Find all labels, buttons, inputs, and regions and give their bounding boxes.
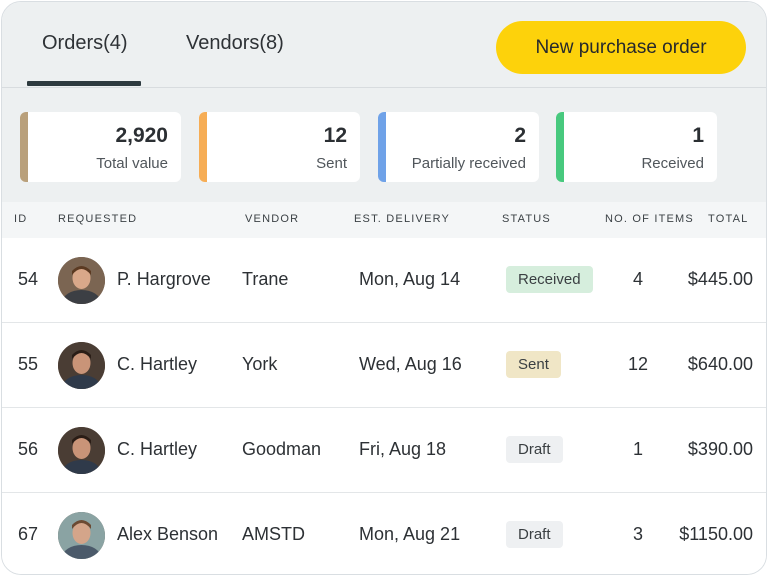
- requester-name: Alex Benson: [117, 524, 219, 544]
- stats-area: 2,920 Total value 12 Sent 2 Partially re…: [2, 88, 766, 202]
- table-header: ID REQUESTED VENDOR EST. DELIVERY STATUS…: [2, 202, 766, 238]
- user-avatar-icon: [58, 342, 105, 389]
- user-avatar-icon: [58, 257, 105, 304]
- tab-vendors[interactable]: Vendors(8): [186, 32, 284, 54]
- order-total: $445.00: [687, 269, 753, 289]
- vendor-name: Goodman: [242, 439, 322, 459]
- vendor-name: AMSTD: [242, 524, 305, 544]
- user-avatar-icon: [58, 512, 105, 559]
- status-badge: Sent: [506, 351, 561, 378]
- order-total: $640.00: [687, 354, 753, 374]
- active-tab-indicator: [27, 81, 141, 86]
- estimated-delivery: Wed, Aug 16: [359, 354, 462, 374]
- item-count: 1: [632, 439, 643, 459]
- stat-accent-bar: [199, 112, 207, 182]
- column-header-vendor[interactable]: VENDOR: [245, 213, 300, 225]
- item-count: 12: [627, 354, 649, 374]
- stat-sent: 12 Sent: [199, 112, 360, 182]
- column-header-requested[interactable]: REQUESTED: [58, 213, 138, 225]
- stat-partially-received: 2 Partially received: [378, 112, 539, 182]
- tab-orders[interactable]: Orders(4): [42, 32, 128, 54]
- order-id: 56: [18, 439, 39, 459]
- stat-label: Partially received: [411, 155, 526, 172]
- stat-accent-bar: [378, 112, 386, 182]
- header-bar: Orders(4) Vendors(8) New purchase order: [2, 2, 766, 88]
- requester-name: C. Hartley: [117, 439, 198, 459]
- requester-name: C. Hartley: [117, 354, 198, 374]
- order-id: 55: [18, 354, 39, 374]
- stat-value: 12: [323, 124, 347, 147]
- order-total: $1150.00: [679, 524, 753, 544]
- user-avatar-icon: [58, 427, 105, 474]
- stat-label: Total value: [96, 155, 168, 172]
- estimated-delivery: Mon, Aug 21: [359, 524, 461, 544]
- stat-accent-bar: [20, 112, 28, 182]
- table-row[interactable]: 54 P. Hargrove Trane Mon, Aug 14 Receive…: [2, 238, 766, 323]
- item-count: 4: [632, 269, 643, 289]
- avatar: [58, 427, 105, 474]
- column-header-items[interactable]: NO. OF ITEMS: [605, 213, 694, 225]
- column-header-status[interactable]: STATUS: [502, 213, 551, 225]
- avatar: [58, 257, 105, 304]
- estimated-delivery: Fri, Aug 18: [359, 439, 447, 459]
- stat-label: Received: [641, 155, 704, 172]
- status-badge: Draft: [506, 521, 563, 548]
- status-badge: Received: [506, 266, 593, 293]
- column-header-est-delivery[interactable]: EST. DELIVERY: [354, 213, 451, 225]
- stat-label: Sent: [316, 155, 347, 172]
- status-badge: Draft: [506, 436, 563, 463]
- order-id: 67: [18, 524, 39, 544]
- item-count: 3: [632, 524, 643, 544]
- stat-received: 1 Received: [556, 112, 717, 182]
- stat-value: 2,920: [115, 124, 168, 147]
- stat-value: 1: [692, 124, 704, 147]
- table-row[interactable]: 67 Alex Benson AMSTD Mon, Aug 21 Draft 3…: [2, 493, 766, 574]
- vendor-name: Trane: [242, 269, 289, 289]
- stat-total-value: 2,920 Total value: [20, 112, 181, 182]
- table-row[interactable]: 55 C. Hartley York Wed, Aug 16 Sent 12 $…: [2, 323, 766, 408]
- vendor-name: York: [242, 354, 278, 374]
- stat-accent-bar: [556, 112, 564, 182]
- table-row[interactable]: 56 C. Hartley Goodman Fri, Aug 18 Draft …: [2, 408, 766, 493]
- stat-value: 2: [514, 124, 526, 147]
- avatar: [58, 342, 105, 389]
- avatar: [58, 512, 105, 559]
- requester-name: P. Hargrove: [117, 269, 211, 289]
- new-purchase-order-button[interactable]: New purchase order: [496, 21, 746, 74]
- column-header-id[interactable]: ID: [14, 213, 28, 225]
- column-header-total[interactable]: TOTAL: [708, 213, 749, 225]
- order-id: 54: [18, 269, 39, 289]
- order-total: $390.00: [687, 439, 753, 459]
- estimated-delivery: Mon, Aug 14: [359, 269, 461, 289]
